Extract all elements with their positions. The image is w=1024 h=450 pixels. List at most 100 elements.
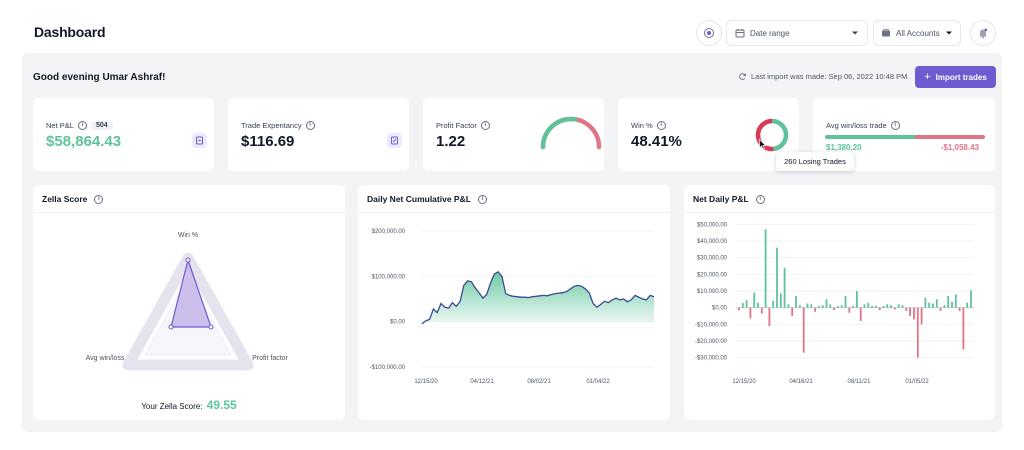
daily-pnl-bar [958,307,961,311]
info-icon[interactable]: i [755,194,765,204]
daily-pnl-bar [776,247,778,308]
trade-expectancy-card: Trade Expentancy i $116.69 [228,98,409,171]
y-tick-label: $200,000.00 [372,229,406,235]
wallet-icon [882,29,890,37]
daily-pnl-bar [863,304,866,308]
cumulative-line [421,270,655,325]
daily-pnl-bar [962,307,965,350]
daily-pnl-bar [837,306,839,308]
loss-bar [914,135,985,139]
y-tick-label: -$100,000.00 [370,365,406,371]
daily-pnl-bar [833,307,835,311]
daily-pnl-bar [916,307,919,358]
info-icon[interactable]: i [305,121,315,130]
gauge-track [540,116,602,150]
win-rate-label-row: Win % i [631,121,666,130]
mouse-cursor-icon [759,139,767,150]
notifications-button[interactable] [970,20,996,46]
zella-title-row: Zella Score i [42,194,104,204]
daily-pnl-bar [920,307,923,325]
info-icon[interactable]: i [477,194,487,204]
daily-pnl-bar [871,306,873,308]
radio-icon [704,28,714,38]
cumulative-pnl-card: Daily Net Cumulative P&L i $200,000.00 $1… [358,185,670,420]
profit-factor-label: Profit Factor [436,121,477,130]
info-icon[interactable]: i [890,121,900,130]
daily-pnl-bar [738,307,740,311]
accounts-select[interactable]: All Accounts [873,20,961,46]
daily-pnl-bar [966,302,969,308]
daily-pnl-bar [799,305,801,308]
donut-loss-arc[interactable] [755,118,789,152]
daily-pnl-bar [829,304,832,308]
calendar-icon [735,29,745,38]
daily-pnl-bar [802,307,805,353]
radar-point-win [185,257,191,263]
daily-pnl-bar [764,229,767,308]
x-tick-label: 01/05/22 [905,379,929,385]
profit-factor-gauge [540,116,602,150]
info-icon[interactable]: i [480,121,490,130]
refresh-icon[interactable] [738,72,747,81]
expectancy-value: $116.69 [241,133,295,150]
daily-pnl-bar [791,307,794,316]
avg-win-value: $1,380.20 [826,143,862,152]
daily-pnl-bar [852,306,854,308]
info-icon[interactable]: i [656,121,666,130]
x-tick-label: 04/16/21 [789,379,813,385]
net-pnl-value: $58,864.43 [46,133,122,150]
divider [358,212,670,213]
accounts-label: All Accounts [896,28,940,38]
import-trades-label: Import trades [935,72,987,82]
daily-pnl-bar [928,302,931,308]
cumulative-area-chart: $200,000.00 $100,000.00 $0.00 -$100,000.00 1… [370,229,655,385]
info-icon[interactable]: i [94,194,104,204]
x-tick-label: 12/15/20 [732,379,756,385]
trade-count-badge: 504 [90,121,113,130]
daily-pnl-bar [939,307,942,311]
daily-bar-chart: $50,000.00 $40,000.00 $30,000.00 $20,000.00… [695,222,974,385]
zella-score-value: 49.55 [206,398,237,412]
daily-pnl-bar [818,306,820,308]
daily-pnl-bar [897,304,900,308]
win-rate-donut[interactable] [752,115,792,155]
daily-pnl-bar [909,307,911,316]
profit-factor-value: 1.22 [436,133,466,150]
import-trades-button[interactable]: + Import trades [915,66,996,88]
win-rate-value: 48.41% [631,133,682,150]
top-bar: Dashboard Date range All Accounts [0,0,1024,60]
y-tick-label: $30,000.00 [697,256,728,262]
last-import-status: Last import was made: Sep 06, 2022 10:48… [738,72,907,81]
daily-pnl-bar [745,300,748,308]
zella-title: Zella Score [42,194,88,204]
daily-pnl-bar [840,305,843,308]
radar-score-area [170,257,212,328]
daily-pnl-bar [844,296,847,308]
page-title: Dashboard [34,24,106,40]
daily-pnl-bar [935,299,938,308]
edit-icon[interactable] [387,133,402,148]
y-tick-label: $100,000.00 [372,274,406,280]
date-range-select[interactable]: Date range [726,20,868,46]
daily-pnl-bar [947,296,950,308]
details-icon[interactable] [192,133,207,148]
zella-score-label: Your Zella Score: [141,402,203,411]
daily-pnl-bar [875,305,877,308]
caret-down-icon [852,31,858,35]
daily-pnl-bar [867,302,870,308]
profit-factor-card: Profit Factor i 1.22 [423,98,604,171]
theme-toggle-button[interactable] [696,20,722,46]
daily-pnl-bar [932,303,934,308]
pencil-icon [391,136,398,145]
daily-pnl-bar [890,305,892,308]
y-tick-label: $50,000.00 [697,222,728,228]
greeting: Good evening Umar Ashraf! [33,72,166,83]
x-tick-label: 04/12/21 [470,379,494,385]
daily-pnl-bar [924,297,927,308]
zella-score-card: Zella Score i Win % Avg win/loss Profit … [33,185,345,420]
divider [33,212,345,213]
daily-pnl-bar [821,305,824,308]
divider [684,212,995,213]
avg-loss-value: -$1,058.43 [940,143,979,152]
info-icon[interactable]: i [77,121,87,130]
